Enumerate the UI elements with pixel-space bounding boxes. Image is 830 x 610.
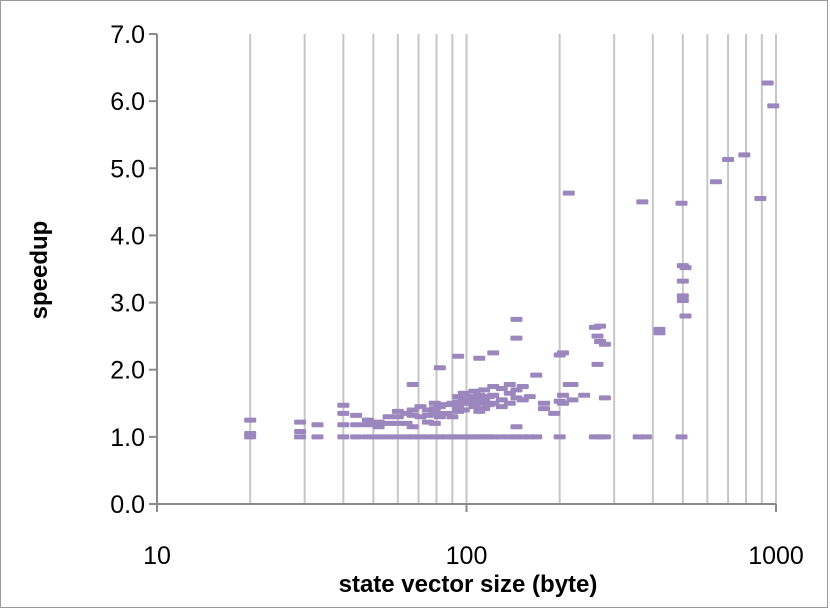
data-point	[598, 395, 611, 401]
y-tick-label: 6.0	[110, 88, 145, 116]
data-point	[294, 419, 307, 425]
data-point	[553, 434, 566, 440]
data-point	[406, 381, 419, 387]
data-point	[452, 353, 465, 359]
data-point	[372, 424, 385, 430]
x-axis-title: state vector size (byte)	[339, 571, 598, 598]
data-point	[767, 103, 780, 109]
x-tick-label: 100	[446, 542, 488, 570]
data-point	[722, 157, 735, 163]
data-point	[294, 434, 307, 440]
data-point	[710, 179, 723, 185]
data-point	[468, 388, 481, 394]
data-point	[244, 417, 257, 423]
data-point	[382, 414, 395, 420]
x-tick-label: 10	[143, 542, 171, 570]
data-point	[510, 335, 523, 341]
data-point	[738, 152, 751, 158]
data-point	[350, 412, 363, 418]
data-point	[598, 341, 611, 347]
data-point	[566, 381, 579, 387]
data-point	[433, 365, 446, 371]
data-point	[478, 406, 491, 412]
data-point	[406, 424, 419, 430]
data-point	[538, 406, 551, 412]
data-point	[510, 424, 523, 430]
data-point	[311, 434, 324, 440]
data-point	[478, 387, 491, 393]
data-point	[473, 355, 486, 361]
data-point	[679, 265, 692, 271]
data-point	[591, 361, 604, 367]
data-point	[578, 392, 591, 398]
data-point	[361, 434, 374, 440]
data-point	[382, 420, 395, 426]
data-point	[548, 410, 561, 416]
data-point	[428, 420, 441, 426]
data-point	[530, 372, 543, 378]
data-point	[337, 402, 350, 408]
data-point	[636, 199, 649, 205]
tick-labels: 0.0 1.0 2.0 3.0 4.0 5.0 6.0 7.0 10 100 1000	[110, 21, 804, 570]
x-tick-label: 1000	[748, 542, 804, 570]
y-tick-label: 4.0	[110, 222, 145, 250]
y-tick-label: 5.0	[110, 155, 145, 183]
data-point	[294, 428, 307, 434]
data-point	[487, 392, 500, 398]
data-point	[676, 298, 689, 304]
data-point	[516, 384, 529, 389]
data-point	[754, 196, 767, 201]
data-point	[446, 414, 459, 420]
data-point	[675, 434, 688, 440]
data-point	[487, 350, 500, 356]
y-tick-label: 0.0	[110, 491, 145, 519]
data-point	[372, 419, 385, 425]
data-point	[372, 434, 385, 440]
data-point	[503, 381, 516, 387]
data-point	[530, 434, 543, 440]
data-point	[350, 422, 363, 428]
data-point	[244, 434, 257, 440]
gridlines	[249, 34, 777, 504]
data-point	[556, 400, 569, 406]
data-point	[337, 410, 350, 416]
data-point	[761, 80, 774, 86]
data-point	[457, 407, 470, 413]
data-point	[495, 386, 508, 392]
data-point	[591, 333, 604, 339]
data-point	[594, 323, 607, 329]
data-point	[598, 434, 611, 440]
data-point	[503, 400, 516, 406]
data-point	[676, 278, 689, 284]
data-point	[473, 392, 486, 398]
data-point	[556, 392, 569, 398]
data-point	[653, 330, 666, 336]
data-points	[244, 80, 780, 440]
y-tick-label: 2.0	[110, 357, 145, 385]
data-point	[679, 313, 692, 319]
data-point	[639, 434, 652, 440]
data-point	[510, 316, 523, 322]
y-tick-label: 3.0	[110, 290, 145, 318]
data-point	[556, 350, 569, 356]
data-point	[337, 422, 350, 428]
data-point	[562, 190, 575, 196]
data-point	[311, 422, 324, 428]
data-point	[337, 434, 350, 440]
data-point	[361, 417, 374, 423]
axes	[149, 33, 777, 512]
data-point	[675, 200, 688, 206]
y-tick-label: 1.0	[110, 424, 145, 452]
data-point	[382, 434, 395, 440]
data-point	[566, 397, 579, 403]
data-point	[350, 434, 363, 440]
data-point	[538, 400, 551, 406]
data-point	[523, 394, 536, 400]
y-tick-label: 7.0	[110, 21, 145, 49]
y-axis-title: speedup	[26, 221, 53, 320]
data-point	[361, 422, 374, 428]
data-point	[676, 293, 689, 299]
